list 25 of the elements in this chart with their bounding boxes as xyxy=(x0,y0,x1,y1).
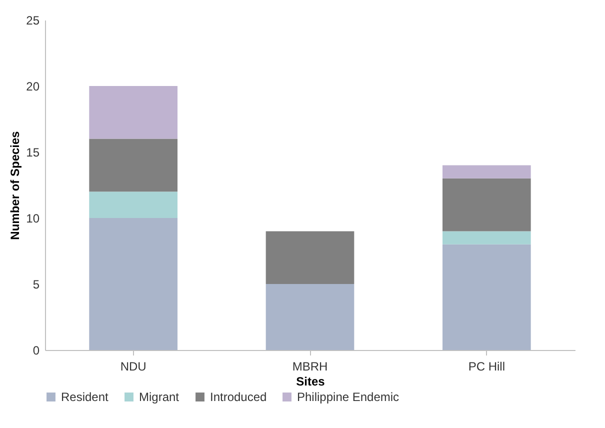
y-tick-label: 15 xyxy=(26,146,40,160)
y-tick-label: 20 xyxy=(26,80,40,94)
bar xyxy=(89,86,178,139)
y-axis-title: Number of Species xyxy=(8,130,22,240)
bar xyxy=(89,192,178,218)
legend-label: Migrant xyxy=(139,390,180,404)
x-tick-label: NDU xyxy=(120,360,146,374)
x-tick-label: MBRH xyxy=(292,360,328,374)
bar xyxy=(266,231,354,284)
bar xyxy=(442,231,531,244)
bar xyxy=(442,244,531,350)
y-tick-label: 25 xyxy=(26,14,40,28)
y-tick-label: 5 xyxy=(32,278,40,292)
bar xyxy=(442,178,531,232)
y-tick-label: 0 xyxy=(32,344,40,358)
bar xyxy=(442,165,531,178)
bar xyxy=(89,138,178,192)
bar xyxy=(266,284,354,350)
x-axis-title: Sites xyxy=(296,374,326,388)
legend-label: Philippine Endemic xyxy=(297,390,400,404)
x-tick-label: PC Hill xyxy=(468,360,506,374)
legend-label: Resident xyxy=(61,390,110,404)
legend-label: Introduced xyxy=(210,390,267,404)
y-tick-label: 10 xyxy=(26,212,40,226)
bar xyxy=(89,218,178,350)
